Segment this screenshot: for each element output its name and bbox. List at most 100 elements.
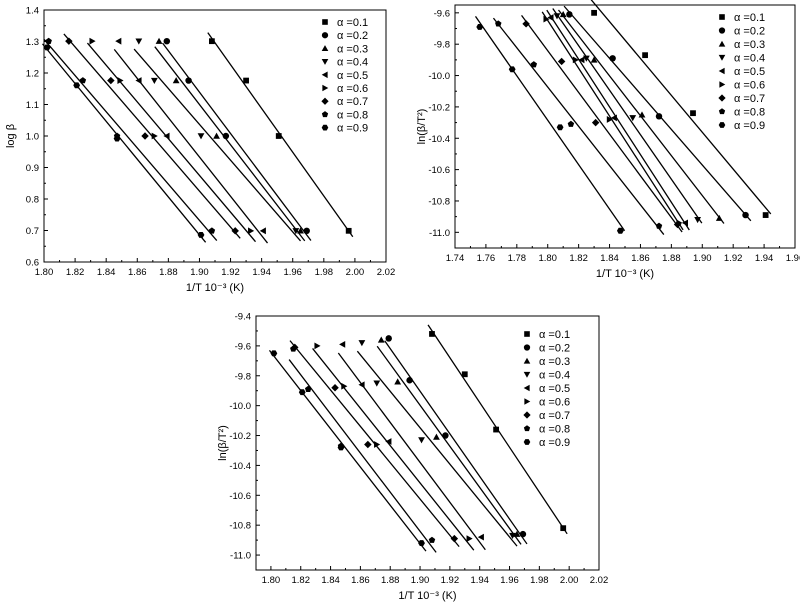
- x-tick-label: 1.92: [221, 267, 240, 278]
- series-5: [337, 340, 486, 551]
- data-point: [616, 227, 624, 234]
- data-point: [493, 426, 499, 433]
- legend-marker: [718, 54, 726, 61]
- x-tick-label: 1.86: [351, 575, 370, 586]
- legend-label: α =0.9: [734, 120, 765, 132]
- x-tick-label: 1.80: [262, 575, 281, 586]
- series-7: [521, 15, 683, 233]
- series-4: [552, 8, 703, 224]
- data-point: [364, 440, 372, 449]
- legend-marker: [322, 19, 328, 25]
- series-1: [427, 324, 568, 535]
- series-3: [376, 336, 522, 545]
- fit-line: [356, 350, 518, 547]
- series-7: [289, 340, 460, 548]
- data-point: [655, 113, 663, 120]
- fit-line: [521, 15, 683, 233]
- x-tick-label: 1.94: [470, 575, 489, 586]
- data-point: [655, 222, 663, 229]
- x-tick-label: 1.94: [252, 267, 271, 278]
- legend-marker: [523, 371, 531, 378]
- legend-label: α =0.1: [539, 329, 570, 341]
- fit-line: [590, 0, 772, 215]
- x-tick-label: 2.02: [377, 267, 396, 278]
- y-tick-label: 1.3: [26, 37, 39, 48]
- legend-marker: [321, 97, 329, 105]
- y-tick-label: -11.0: [429, 228, 450, 239]
- legend-marker: [321, 45, 329, 52]
- legend-label: α =0.1: [734, 12, 765, 24]
- legend-marker: [718, 108, 726, 115]
- series-8: [288, 345, 437, 553]
- series-9: [474, 16, 626, 234]
- data-point: [208, 227, 216, 234]
- y-tick-label: -9.8: [235, 371, 251, 382]
- x-tick-label: 2.00: [560, 575, 579, 586]
- legend-label: α =0.7: [539, 410, 570, 422]
- legend-label: α =0.5: [734, 66, 765, 78]
- data-point: [578, 56, 585, 64]
- data-point: [742, 211, 749, 219]
- x-tick-label: 1.80: [538, 253, 557, 264]
- y-tick-label: 1.2: [26, 69, 39, 80]
- y-tick-label: 0.9: [26, 163, 39, 174]
- x-tick-label: 1.82: [569, 253, 588, 264]
- x-tick-label: 1.82: [66, 267, 85, 278]
- x-axis-label: 1/T 10⁻³ (K): [186, 282, 244, 294]
- data-point: [172, 77, 180, 84]
- data-point: [450, 534, 459, 543]
- data-point: [292, 228, 300, 235]
- fit-line: [63, 33, 241, 239]
- series-3: [557, 9, 725, 224]
- data-point: [543, 15, 550, 23]
- x-tick-label: 1.88: [159, 267, 178, 278]
- legend-marker: [523, 384, 530, 392]
- data-point: [582, 55, 590, 62]
- x-tick-label: 1.80: [35, 267, 54, 278]
- legend-label: α =0.9: [539, 437, 570, 449]
- x-tick-label: 1.96: [500, 575, 519, 586]
- legend-label: α =0.6: [539, 397, 570, 409]
- legend-label: α =0.7: [734, 93, 765, 105]
- data-point: [385, 438, 392, 445]
- legend-label: α =0.5: [539, 383, 570, 395]
- data-point: [43, 44, 51, 51]
- legend-label: α =0.8: [337, 109, 368, 121]
- data-point: [418, 437, 425, 444]
- series-6: [312, 342, 475, 551]
- data-point: [341, 382, 348, 390]
- data-point: [290, 345, 297, 352]
- data-point: [567, 120, 575, 127]
- data-point: [135, 38, 143, 45]
- fit-line: [552, 8, 703, 224]
- data-point: [433, 433, 440, 440]
- x-tick-label: 1.84: [600, 253, 619, 264]
- y-axis-label: ln(β/T²): [416, 109, 428, 145]
- data-point: [566, 11, 573, 18]
- legend-marker: [523, 439, 531, 445]
- y-tick-label: -10.4: [229, 461, 251, 472]
- data-point: [358, 340, 366, 347]
- fit-line: [133, 48, 302, 242]
- fit-line: [43, 38, 218, 241]
- series-4: [133, 38, 302, 242]
- data-point: [45, 37, 52, 44]
- legend-label: α =0.2: [734, 26, 765, 38]
- fit-line: [384, 340, 528, 545]
- legend-marker: [718, 27, 726, 34]
- data-point: [345, 227, 352, 234]
- series-1: [590, 0, 772, 218]
- data-point: [314, 342, 321, 350]
- x-axis-label: 1/T 10⁻³ (K): [398, 590, 456, 602]
- data-point: [609, 55, 616, 62]
- y-tick-label: -9.8: [434, 40, 450, 51]
- x-tick-label: 1.92: [724, 253, 743, 264]
- x-tick-label: 1.82: [291, 575, 310, 586]
- series-4: [356, 340, 518, 547]
- fit-line: [546, 9, 690, 231]
- fit-line: [268, 349, 427, 552]
- series-5: [113, 37, 269, 244]
- x-tick-label: 1.88: [662, 253, 681, 264]
- data-point: [248, 227, 255, 235]
- legend-label: α =0.9: [337, 123, 368, 135]
